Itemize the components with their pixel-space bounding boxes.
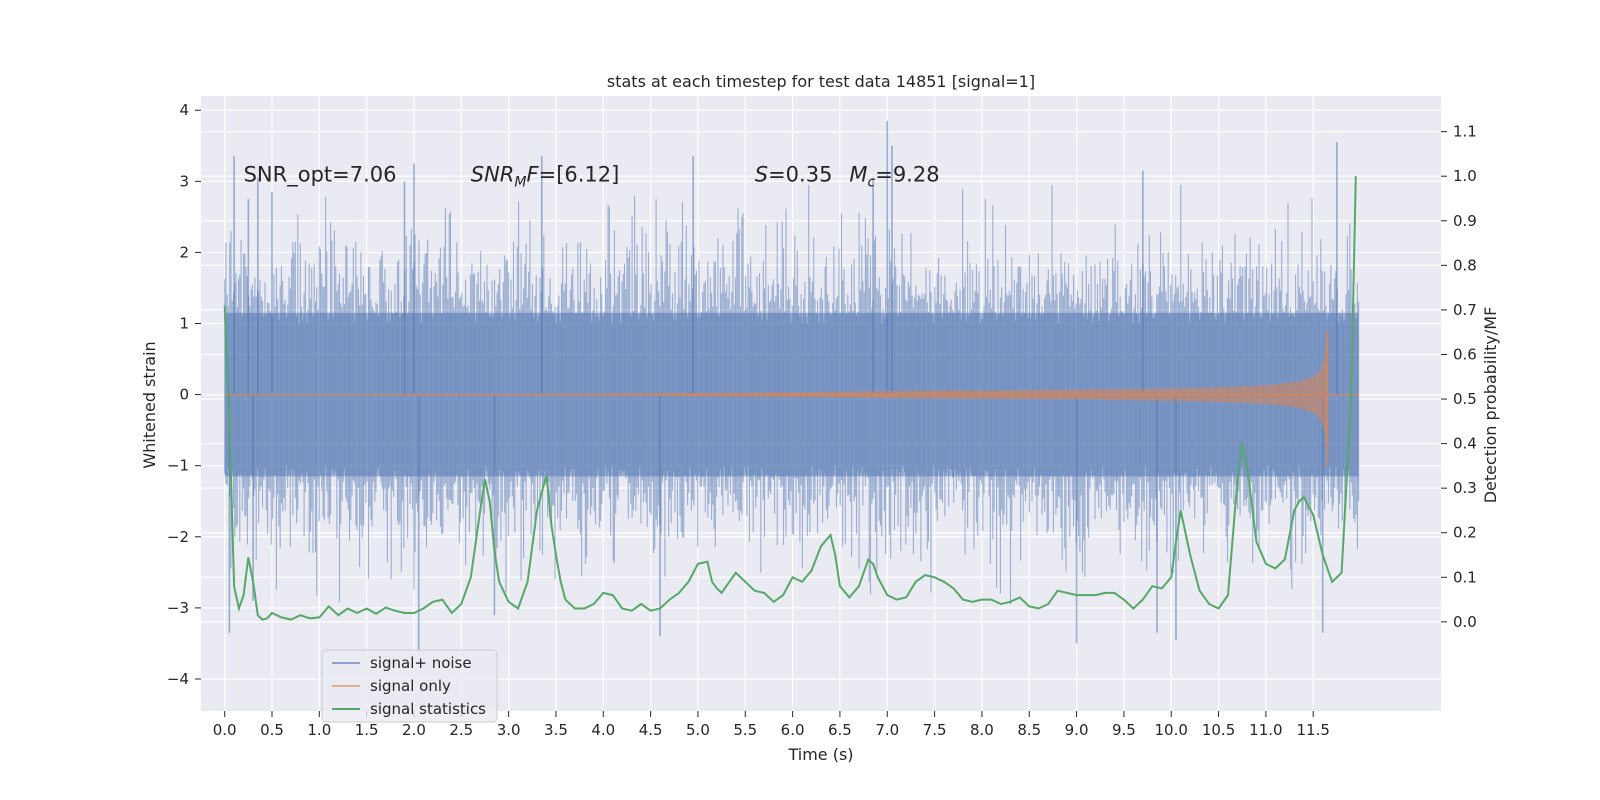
x-tick-label: 6.5 [828,721,852,739]
x-tick-label: 3.0 [497,721,521,739]
x-tick-label: 1.0 [307,721,331,739]
y-right-tick-label: 0.1 [1453,568,1477,586]
x-tick-label: 5.0 [686,721,710,739]
y-tick-label: 4 [179,101,189,119]
y-tick-label: 3 [179,172,189,190]
y-right-tick-label: 0.7 [1453,301,1477,319]
y-axis-ticks: −4 −3 −2 −1 0 1 2 3 4 [167,101,201,688]
x-tick-label: 8.0 [970,721,994,739]
x-tick-label: 5.5 [733,721,757,739]
x-tick-label: 8.5 [1017,721,1041,739]
x-tick-label: 7.0 [875,721,899,739]
x-tick-label: 0.0 [213,721,237,739]
legend-label-signal-statistics: signal statistics [370,700,486,718]
x-tick-label: 9.0 [1065,721,1089,739]
x-tick-label: 9.5 [1112,721,1136,739]
y-tick-label: −3 [167,599,189,617]
x-axis-ticks: 0.0 0.5 1.0 1.5 2.0 2.5 3.0 3.5 4.0 4.5 5.0 5.5 6.0 6… [213,711,1330,739]
annotation-mc: Mc=9.28 [849,162,939,190]
annotations: SNR_opt=7.06 SNRMF=[6.12] S=0.35 Mc=9.28 [244,162,940,190]
y-right-tick-label: 0.9 [1453,212,1477,230]
statistics-line [223,176,1357,621]
y-right-tick-label: 0.8 [1453,256,1477,274]
x-tick-label: 7.5 [923,721,947,739]
y-right-tick-label: 0.3 [1453,479,1477,497]
annotation-s: S=0.35 [755,162,833,186]
x-tick-label: 1.5 [355,721,379,739]
y-right-tick-label: 1.1 [1453,123,1477,141]
x-tick-label: 4.5 [639,721,663,739]
legend: signal+ noise signal only signal statist… [321,649,498,723]
y-right-tick-label: 0.2 [1453,524,1477,542]
noise-spikes [224,184,1360,605]
chart-title: stats at each timestep for test data 148… [607,72,1035,91]
x-tick-label: 11.0 [1249,721,1282,739]
y-tick-label: 0 [179,386,189,404]
y-right-tick-label: 0.6 [1453,345,1477,363]
y-tick-label: 2 [179,243,189,261]
legend-label-signal-only: signal only [370,677,451,695]
annotation-snr-mf: SNRMF=[6.12] [471,162,620,190]
x-tick-label: 10.0 [1155,721,1188,739]
y-tick-label: −4 [167,670,189,688]
y-tick-label: 1 [179,315,189,333]
x-tick-label: 11.5 [1297,721,1330,739]
y-tick-label: −2 [167,528,189,546]
x-tick-label: 0.5 [260,721,284,739]
x-tick-label: 10.5 [1202,721,1235,739]
x-tick-label: 2.0 [402,721,426,739]
y-axis-right-label: Detection probability/MF [1481,307,1500,504]
x-tick-label: 3.5 [544,721,568,739]
x-tick-label: 4.0 [591,721,615,739]
y-right-tick-label: 0.4 [1453,435,1477,453]
y-axis-label: Whitened strain [140,341,159,468]
signal-only-series [224,330,1359,466]
legend-label-signal-noise: signal+ noise [370,654,472,672]
signal-statistics-series [223,176,1357,621]
y-axis-right-ticks: 0.0 0.1 0.2 0.3 0.4 0.5 0.6 0.7 0.8 0.9 1.0 1.1 [1441,123,1477,631]
annotation-snr-opt: SNR_opt=7.06 [244,162,397,187]
y-tick-label: −1 [167,457,189,475]
y-right-tick-label: 0.0 [1453,613,1477,631]
y-right-tick-label: 0.5 [1453,390,1477,408]
x-axis-label: Time (s) [787,745,853,764]
y-right-tick-label: 1.0 [1453,167,1477,185]
x-tick-label: 6.0 [781,721,805,739]
legend-box [321,649,498,723]
x-tick-label: 2.5 [449,721,473,739]
